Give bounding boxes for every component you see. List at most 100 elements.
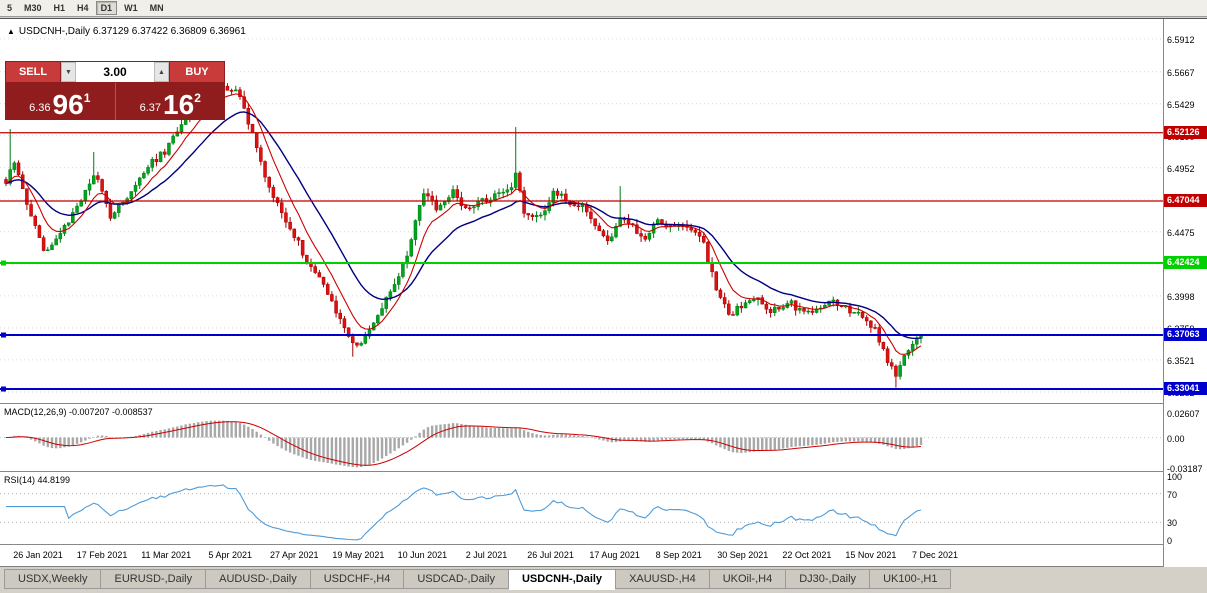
candle-body [597, 225, 602, 232]
candle-body [75, 205, 79, 213]
candle-body [380, 308, 384, 316]
candle-body [860, 311, 865, 318]
line-anchor-marker[interactable] [1, 260, 6, 266]
ask-price-button[interactable]: 6.37 16 2 [116, 83, 226, 120]
candle-body [697, 232, 702, 237]
ohlc-values: 6.37129 6.37422 6.36809 6.36961 [92, 26, 246, 37]
macd-histogram [4, 420, 923, 468]
timeframe-m30[interactable]: M30 [19, 1, 47, 15]
tab-usdchf-h4[interactable]: USDCHF-,H4 [309, 569, 405, 589]
candle-body [417, 204, 422, 221]
candle-body [409, 239, 414, 257]
candle-body [334, 300, 338, 314]
candle-body [426, 193, 430, 197]
tab-dj30-daily[interactable]: DJ30-,Daily [785, 569, 871, 589]
level-price-badge: 6.52126 [1164, 125, 1207, 139]
tab-usdx-weekly[interactable]: USDX,Weekly [4, 569, 102, 589]
candle-body [342, 318, 347, 329]
bid-price-button[interactable]: 6.36 96 1 [5, 83, 116, 120]
candle-body [91, 175, 96, 185]
tab-xauusd-h4[interactable]: XAUUSD-,H4 [615, 569, 710, 589]
timeframe-h4[interactable]: H4 [72, 1, 94, 15]
candle-body [16, 162, 21, 176]
volume-increase-button[interactable]: ▲ [154, 62, 169, 82]
x-axis-label: 17 Aug 2021 [589, 550, 640, 560]
pane-separator[interactable] [0, 471, 1163, 472]
candle-body [405, 255, 409, 264]
macd-signal-line [5, 421, 922, 466]
line-anchor-marker[interactable] [1, 332, 6, 338]
candle-body [167, 142, 171, 155]
candle-body [693, 229, 698, 233]
candle-body [509, 187, 514, 191]
price-scale[interactable]: 6.59126.56676.54296.51906.49526.47136.44… [1164, 19, 1207, 567]
price-tick: 6.5912 [1167, 34, 1195, 45]
candle-body [137, 177, 142, 186]
candle-body [869, 320, 873, 328]
macd-indicator-pane[interactable] [0, 404, 1163, 471]
volume-input[interactable] [76, 62, 154, 82]
timeframe-d1[interactable]: D1 [95, 1, 118, 15]
candle-body [459, 197, 464, 206]
x-axis-label: 26 Jan 2021 [13, 550, 63, 560]
one-click-collapse-icon[interactable]: ▲ [7, 27, 15, 36]
price-tick: 6.4475 [1167, 227, 1195, 238]
candle-body [401, 262, 405, 277]
tab-uk100-h1[interactable]: UK100-,H1 [869, 569, 952, 589]
candle-body [635, 224, 639, 234]
candle-body [388, 291, 393, 298]
level-price-badge: 6.42424 [1164, 256, 1207, 270]
buy-button[interactable]: BUY [169, 61, 225, 83]
candle-body [171, 135, 175, 144]
timeframe-w1[interactable]: W1 [119, 1, 143, 15]
candle-body [330, 294, 334, 302]
candle-body [179, 124, 184, 133]
pane-separator[interactable] [0, 403, 1163, 404]
volume-decrease-button[interactable]: ▼ [61, 62, 76, 82]
candle-body [150, 159, 154, 168]
candle-body [280, 202, 284, 214]
tab-ukoil-h4[interactable]: UKOil-,H4 [708, 569, 787, 589]
candle-body [798, 308, 802, 311]
candle-body [518, 172, 522, 191]
line-anchor-marker[interactable] [1, 386, 6, 392]
candle-body [852, 312, 856, 314]
chart-tab-bar: USDX,Weekly EURUSD-,Daily AUDUSD-,Daily USD… [0, 568, 1207, 593]
time-scale[interactable]: 26 Jan 2021 17 Feb 2021 11 Mar 2021 5 Apr 2… [0, 545, 1163, 567]
candle-body [58, 233, 63, 240]
candle-body [292, 228, 297, 238]
tab-eurusd-daily[interactable]: EURUSD-,Daily [100, 569, 207, 589]
tab-audusd-daily[interactable]: AUDUSD-,Daily [205, 569, 311, 589]
timeframe-h1[interactable]: H1 [48, 1, 71, 15]
x-axis-label: 27 Apr 2021 [270, 550, 319, 560]
candle-body [747, 300, 752, 303]
rsi-indicator-pane[interactable] [0, 472, 1163, 544]
tab-usdcnh-daily[interactable]: USDCNH-,Daily [507, 569, 617, 590]
candle-body [559, 193, 564, 196]
macd-label: MACD(12,26,9) -0.007207 -0.008537 [4, 407, 153, 417]
candle-body [718, 289, 723, 298]
candle-body [768, 309, 773, 313]
candle-body [41, 237, 46, 251]
candle-body [46, 249, 50, 252]
candle-body [777, 306, 781, 310]
candle-body [526, 213, 531, 216]
candle-body [455, 189, 459, 198]
candle-body [530, 214, 535, 217]
level-price-badge: 6.47044 [1164, 194, 1207, 207]
candle-body [656, 219, 660, 225]
candle-body [242, 96, 246, 109]
timeframe-5[interactable]: 5 [2, 1, 18, 15]
candle-body [660, 219, 664, 225]
candle-body [580, 204, 585, 207]
candle-body [154, 159, 159, 163]
sell-button[interactable]: SELL [5, 61, 61, 83]
candle-body [271, 187, 276, 198]
timeframe-mn[interactable]: MN [144, 1, 169, 15]
candle-body [305, 254, 309, 264]
candles [4, 80, 923, 388]
candle-body [175, 131, 180, 137]
tab-usdcad-daily[interactable]: USDCAD-,Daily [403, 569, 509, 589]
candle-body [593, 218, 597, 227]
rsi-tick: 70 [1167, 489, 1178, 500]
